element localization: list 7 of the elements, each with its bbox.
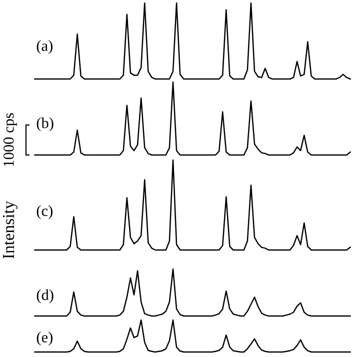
annotation: (b) bbox=[36, 117, 54, 132]
annotation: (e) bbox=[36, 332, 52, 346]
y-axis-title: Intensity bbox=[2, 200, 18, 259]
text: 1000 cps bbox=[4, 113, 17, 166]
annotation: (a) bbox=[36, 40, 52, 54]
annotation: (c) bbox=[36, 205, 52, 220]
annotation: (d) bbox=[36, 289, 54, 304]
